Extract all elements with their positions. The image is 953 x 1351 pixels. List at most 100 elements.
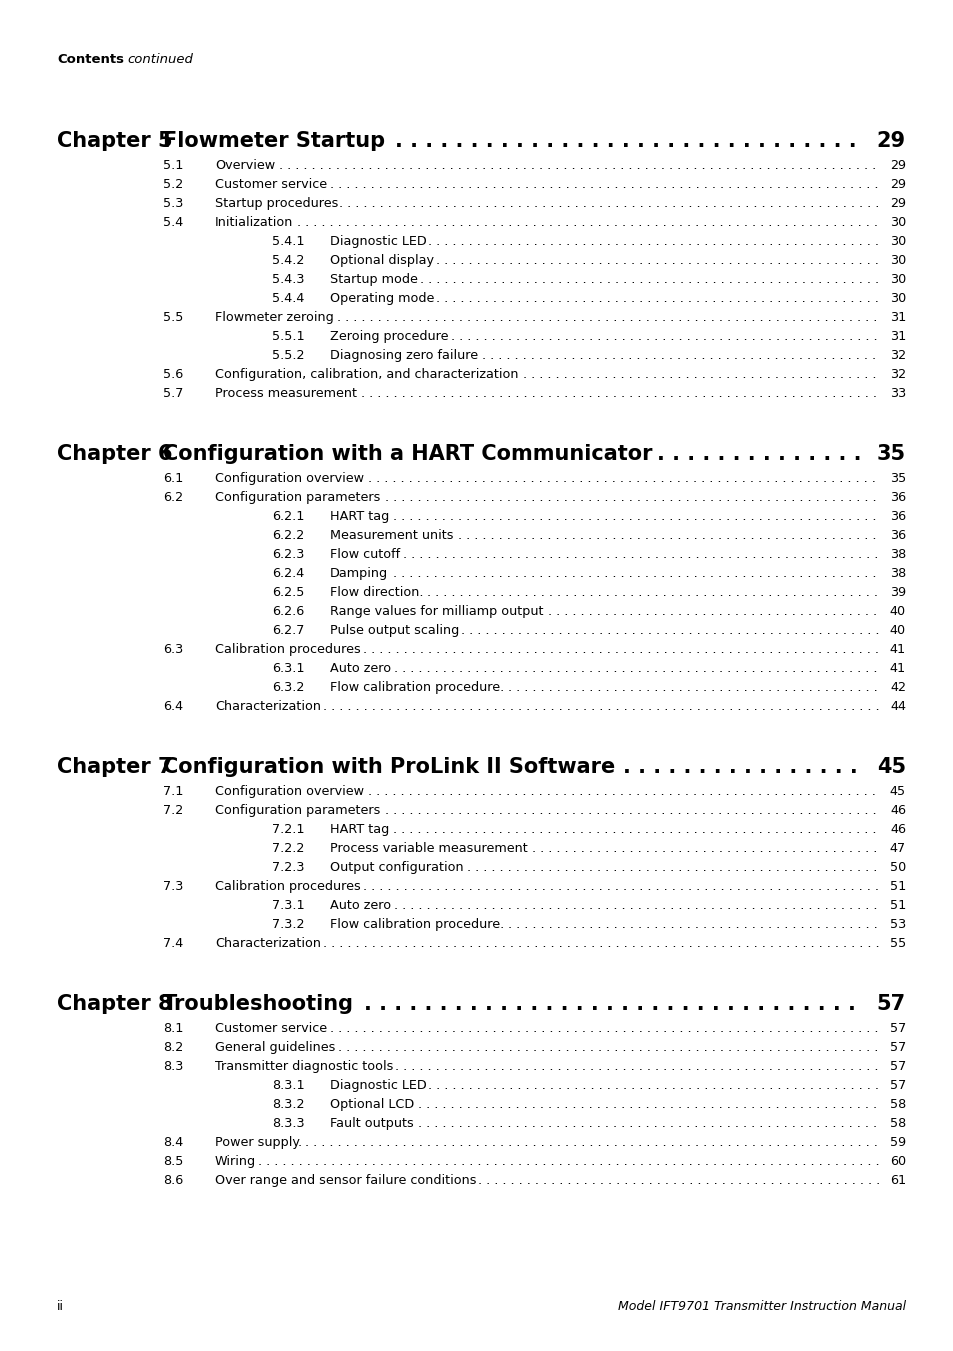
Text: . . . . . . . . . . . . . . . . . . . . . . . . . . . . . . . . . . . . . . . . : . . . . . . . . . . . . . . . . . . . . …: [339, 197, 882, 209]
Text: 30: 30: [889, 292, 905, 305]
Text: . . . . . . . . . . . . . . . . . . . . . . . . . . . . . . . . . . . . . . . . : . . . . . . . . . . . . . . . . . . . . …: [279, 159, 880, 172]
Text: 5.1: 5.1: [163, 159, 183, 172]
Text: Flow calibration procedure.: Flow calibration procedure.: [330, 681, 504, 694]
Text: . . . . . . . . . . . . . . . . . . . . . . . . . . . . . . . . . . . . . . . . : . . . . . . . . . . . . . . . . . . . . …: [436, 292, 882, 305]
Text: . . . . . . . . . . . . . . . . . . . . . . . . . . . . . . . . . . . . . . . . : . . . . . . . . . . . . . . . . . . . . …: [336, 311, 881, 324]
Text: . . . . . . . . . . . . . . . . . . . . . . . . . . . . . . . . . . . . . . . . : . . . . . . . . . . . . . . . . . . . . …: [368, 785, 880, 798]
Text: . . . . . . . . . . . . . . . . . . . . . . . . . . . . . . . . . . . . . . . . : . . . . . . . . . . . . . . . . . . . . …: [362, 880, 882, 893]
Text: . . . . . . . . . . . . . . . . . . . . . . . . . . . . . . . . . . . . . . . . : . . . . . . . . . . . . . . . . . . . . …: [362, 643, 882, 657]
Text: . . . . . . . . . . . . . . . . . . . . . . . . . . . . . . . . . . . . . . . . : . . . . . . . . . . . . . . . . . . . . …: [384, 490, 880, 504]
Text: Troubleshooting: Troubleshooting: [163, 994, 354, 1015]
Text: Initialization: Initialization: [214, 216, 294, 230]
Text: Process measurement: Process measurement: [214, 386, 356, 400]
Text: . . . . . . . . . . . . . . . . . . . . . . . . . . . . . . . . . . . . . . . . : . . . . . . . . . . . . . . . . . . . . …: [507, 917, 881, 931]
Text: 6.2.1: 6.2.1: [272, 509, 304, 523]
Text: . . . . . . . . . . . . . . . . . . . . . . . . . . . . . . . . . . . . . . . . : . . . . . . . . . . . . . . . . . . . . …: [337, 1042, 882, 1054]
Text: Configuration with a HART Communicator: Configuration with a HART Communicator: [163, 444, 652, 463]
Text: . . . . . . . . . . . . . . . . . . . . . . . . . . . . . . . . . . . . . . . . : . . . . . . . . . . . . . . . . . . . . …: [426, 586, 881, 598]
Text: 57: 57: [889, 1079, 905, 1092]
Text: 6.2.2: 6.2.2: [272, 530, 304, 542]
Text: 8.2: 8.2: [163, 1042, 183, 1054]
Text: Characterization: Characterization: [214, 700, 320, 713]
Text: 8.6: 8.6: [163, 1174, 183, 1188]
Text: General guidelines: General guidelines: [214, 1042, 335, 1054]
Text: Diagnostic LED: Diagnostic LED: [330, 1079, 426, 1092]
Text: . . . . . . . . . . . . . . . . . . . . . . . . . . . . . . . . . . . . . . . . : . . . . . . . . . . . . . . . . . . . . …: [305, 1136, 881, 1148]
Text: HART tag: HART tag: [330, 509, 389, 523]
Text: 6.3: 6.3: [163, 643, 183, 657]
Text: 5.4: 5.4: [163, 216, 183, 230]
Text: 40: 40: [889, 624, 905, 638]
Text: Configuration parameters: Configuration parameters: [214, 804, 380, 817]
Text: 41: 41: [889, 662, 905, 676]
Text: 5.5: 5.5: [163, 311, 183, 324]
Text: Flow direction.: Flow direction.: [330, 586, 423, 598]
Text: . . . . . . . . . . . . . . . . . . . . . . . . . . . . . . . . . . . . . . . . : . . . . . . . . . . . . . . . . . . . . …: [393, 567, 880, 580]
Text: Transmitter diagnostic tools: Transmitter diagnostic tools: [214, 1061, 393, 1073]
Text: 5.3: 5.3: [163, 197, 183, 209]
Text: 6.2.7: 6.2.7: [272, 624, 304, 638]
Text: 33: 33: [889, 386, 905, 400]
Text: . . . . . . . . . . . . . . . . . . . . . . . . . . . . . . . . . . . . . . . . : . . . . . . . . . . . . . . . . . . . . …: [393, 509, 880, 523]
Text: Overview: Overview: [214, 159, 274, 172]
Text: 6.3.1: 6.3.1: [272, 662, 304, 676]
Text: Customer service: Customer service: [214, 178, 327, 190]
Text: Output configuration: Output configuration: [330, 861, 463, 874]
Text: . . . . . . . . . . . . . . . . . . . . . . . . . . . . . . . . . . . . . . . . : . . . . . . . . . . . . . . . . . . . . …: [322, 938, 882, 950]
Text: 45: 45: [889, 785, 905, 798]
Text: Measurement units: Measurement units: [330, 530, 453, 542]
Text: 5.4.1: 5.4.1: [272, 235, 304, 249]
Text: . . . . . . . . . . . . . . . . . . . . . . . . . . . . . . .: . . . . . . . . . . . . . . . . . . . . …: [395, 131, 862, 151]
Text: 30: 30: [889, 235, 905, 249]
Text: Chapter 6: Chapter 6: [57, 444, 172, 463]
Text: . . . . . . . . . . . . . . . . . . . . . . . . . . . . . . . . . . . . . . . . : . . . . . . . . . . . . . . . . . . . . …: [507, 681, 881, 694]
Text: Startup procedures: Startup procedures: [214, 197, 338, 209]
Text: 6.3.2: 6.3.2: [272, 681, 304, 694]
Text: HART tag: HART tag: [330, 823, 389, 836]
Text: 36: 36: [889, 530, 905, 542]
Text: . . . . . . . . . . . . . . . . . . . . . . . . . . . . . . . . . . . . . . . . : . . . . . . . . . . . . . . . . . . . . …: [330, 1021, 882, 1035]
Text: . . . . . . . . . . . . . . . . . . . . . . . . . . . . . . . . . . . . . . . . : . . . . . . . . . . . . . . . . . . . . …: [402, 549, 882, 561]
Text: 41: 41: [889, 643, 905, 657]
Text: Calibration procedures: Calibration procedures: [214, 880, 360, 893]
Text: Operating mode: Operating mode: [330, 292, 434, 305]
Text: 36: 36: [889, 509, 905, 523]
Text: . . . . . . . . . . . . . . . . . . . . . . . . . . . . . . . . . . . . . . . . : . . . . . . . . . . . . . . . . . . . . …: [296, 216, 881, 230]
Text: Chapter 5: Chapter 5: [57, 131, 172, 151]
Text: 47: 47: [889, 842, 905, 855]
Text: 29: 29: [889, 178, 905, 190]
Text: 6.2.3: 6.2.3: [272, 549, 304, 561]
Text: 7.2.2: 7.2.2: [272, 842, 304, 855]
Text: Configuration parameters: Configuration parameters: [214, 490, 380, 504]
Text: Model IFT9701 Transmitter Instruction Manual: Model IFT9701 Transmitter Instruction Ma…: [618, 1300, 905, 1313]
Text: Diagnosing zero failure: Diagnosing zero failure: [330, 349, 477, 362]
Text: 6.2: 6.2: [163, 490, 183, 504]
Text: 38: 38: [889, 567, 905, 580]
Text: 36: 36: [889, 490, 905, 504]
Text: . . . . . . . . . . . . . . . . . . . . . . . . . . . . . . . . . . . . . . . . : . . . . . . . . . . . . . . . . . . . . …: [428, 1079, 882, 1092]
Text: 8.3.2: 8.3.2: [272, 1098, 304, 1111]
Text: 8.3.1: 8.3.1: [272, 1079, 304, 1092]
Text: . . . . . . . . . . . . . . . . . . . . . . . . . . . . . . . . . . . . . . . . : . . . . . . . . . . . . . . . . . . . . …: [417, 1117, 880, 1129]
Text: Startup mode: Startup mode: [330, 273, 417, 286]
Text: Flow calibration procedure.: Flow calibration procedure.: [330, 917, 504, 931]
Text: 32: 32: [889, 367, 905, 381]
Text: 8.3: 8.3: [163, 1061, 183, 1073]
Text: Auto zero: Auto zero: [330, 662, 391, 676]
Text: 29: 29: [889, 159, 905, 172]
Text: . . . . . . . . . . . . . . . . . . . . . . . . . . . . . . . . . . . . . . . . : . . . . . . . . . . . . . . . . . . . . …: [257, 1155, 882, 1169]
Text: 38: 38: [889, 549, 905, 561]
Text: Fault outputs: Fault outputs: [330, 1117, 414, 1129]
Text: 46: 46: [889, 823, 905, 836]
Text: Wiring: Wiring: [214, 1155, 255, 1169]
Text: Flow cutoff: Flow cutoff: [330, 549, 399, 561]
Text: . . . . . . . . . . . . . . . . . . . . . . . . . . . . . . . . . . . . . . . . : . . . . . . . . . . . . . . . . . . . . …: [482, 349, 880, 362]
Text: 5.5.1: 5.5.1: [272, 330, 304, 343]
Text: Damping: Damping: [330, 567, 388, 580]
Text: 5.4.2: 5.4.2: [272, 254, 304, 267]
Text: . . . . . . . . . . . . . . . . . . . . . . . . . . . . . . . . . . . . . . . . : . . . . . . . . . . . . . . . . . . . . …: [460, 624, 882, 638]
Text: 57: 57: [889, 1042, 905, 1054]
Text: Chapter 7: Chapter 7: [57, 757, 172, 777]
Text: 39: 39: [889, 586, 905, 598]
Text: 6.1: 6.1: [163, 471, 183, 485]
